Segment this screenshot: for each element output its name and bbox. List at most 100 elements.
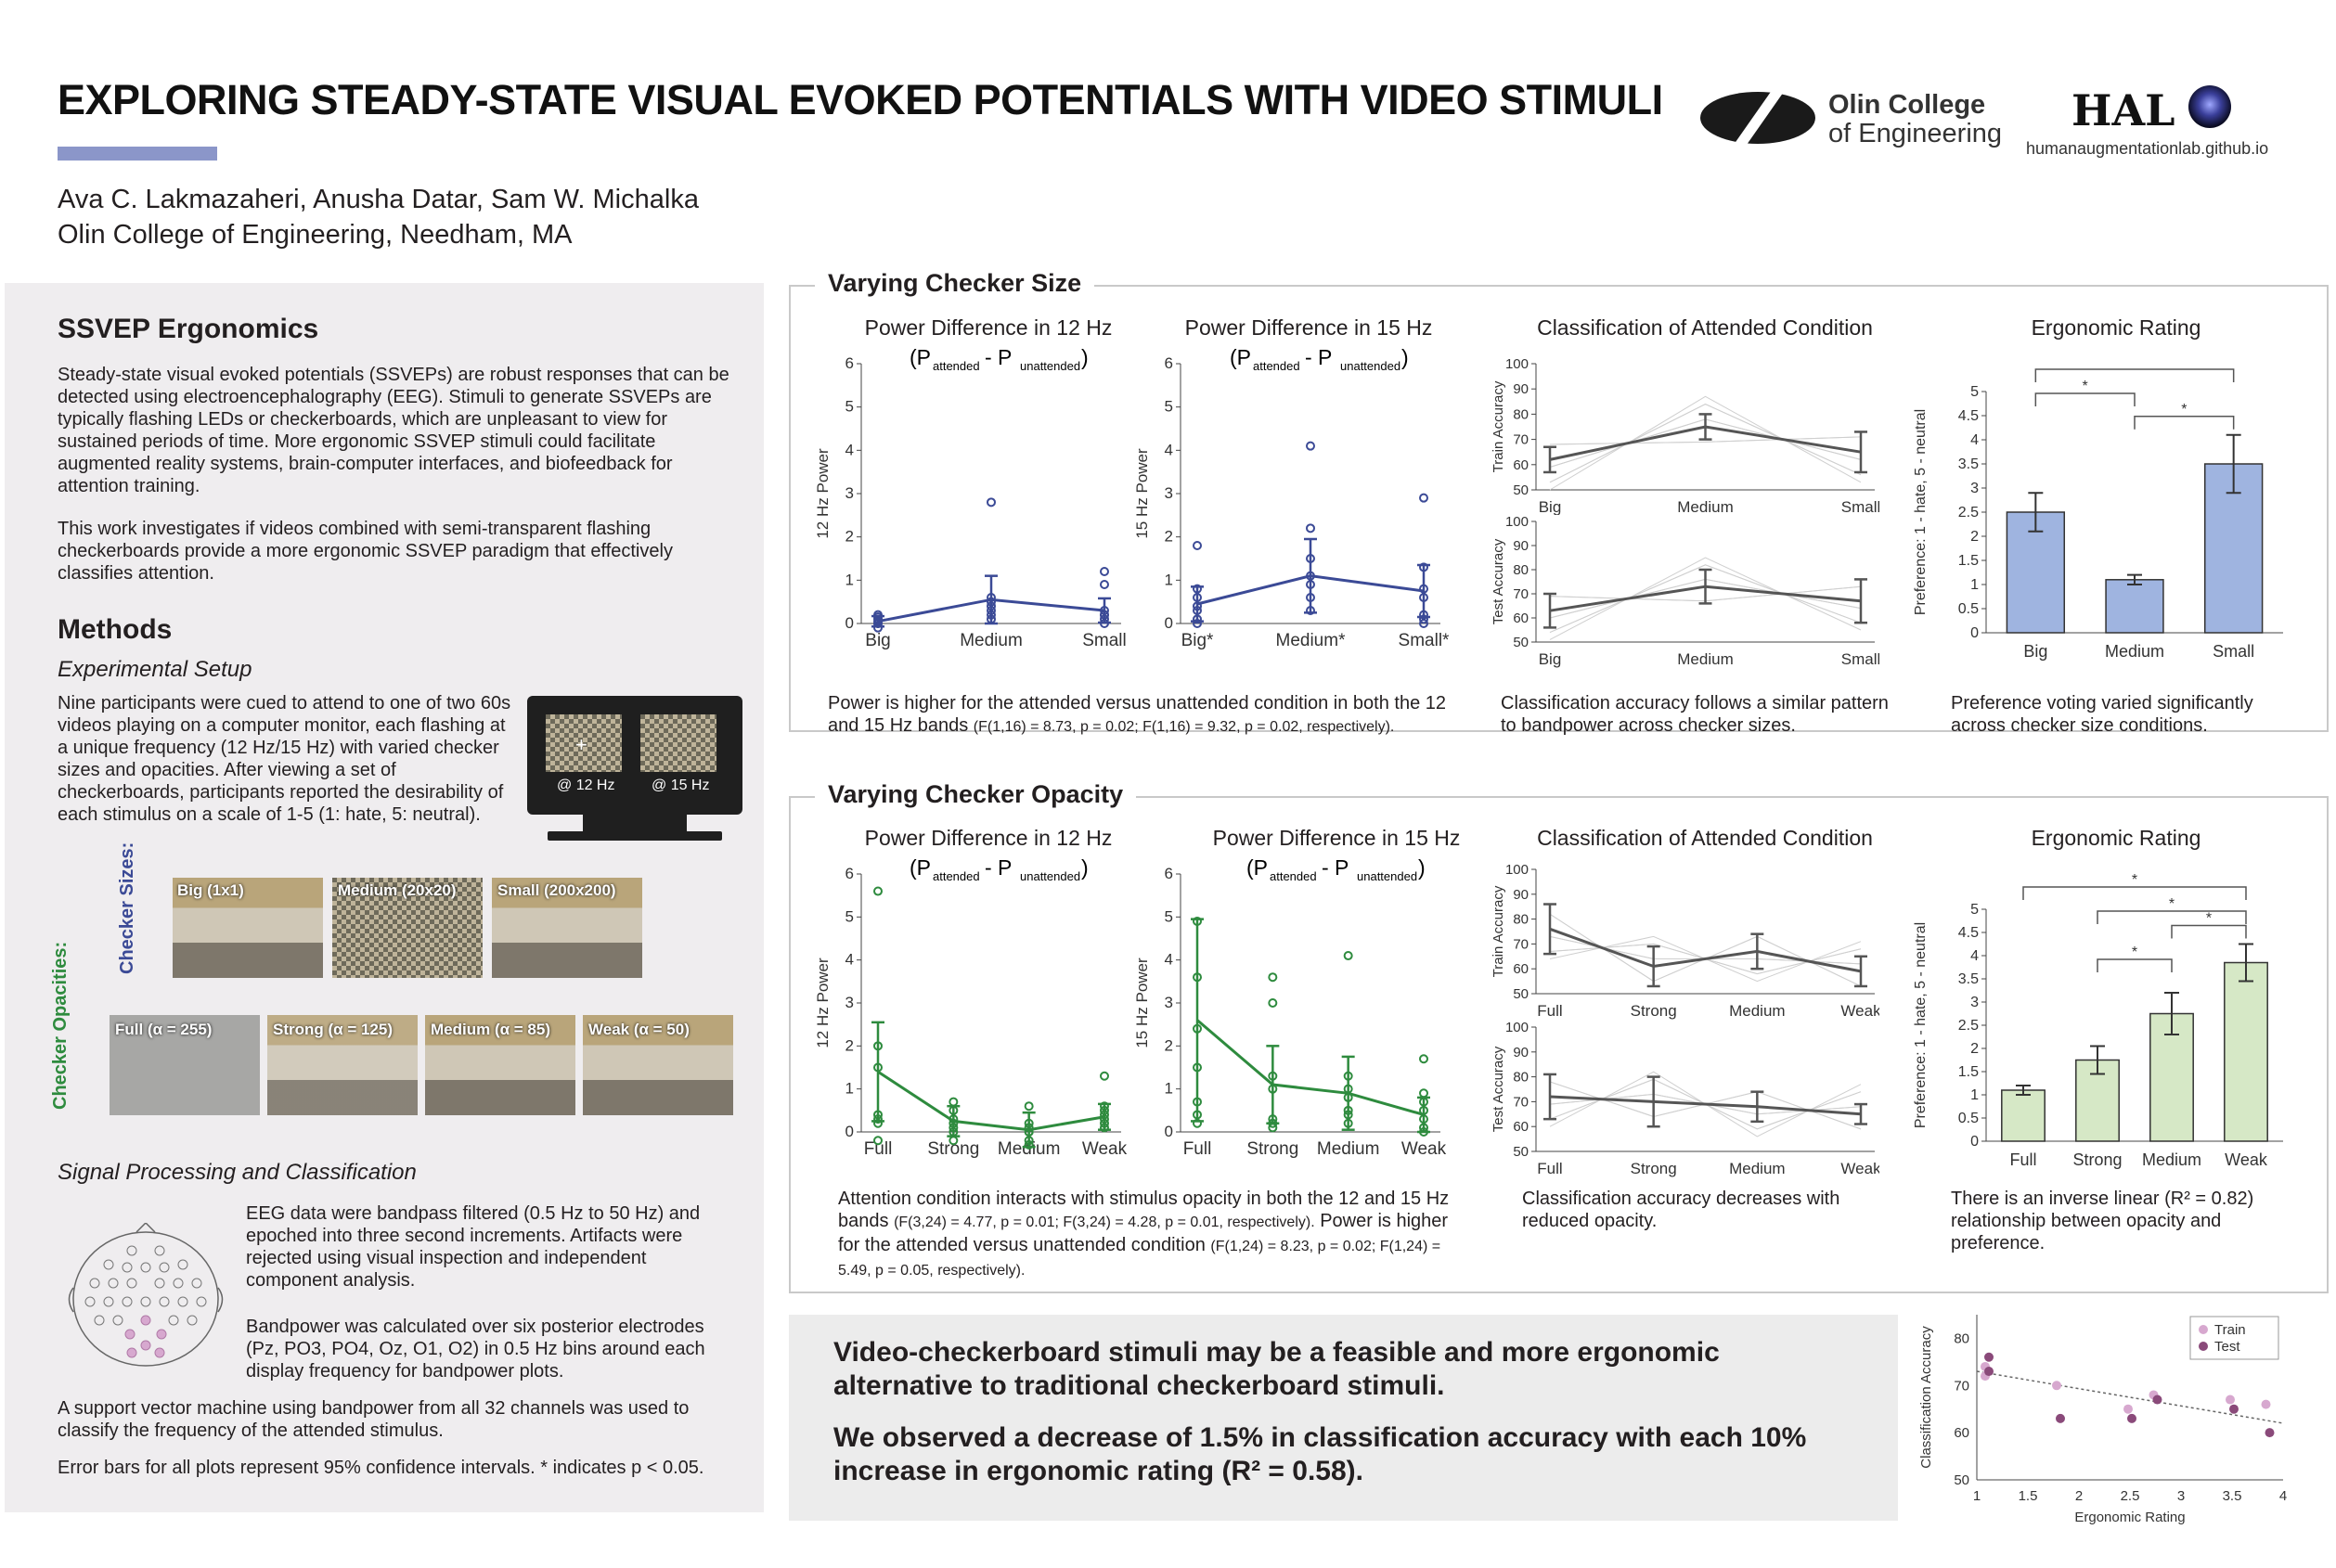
y-axis-label: Test Accuracy <box>1491 1046 1506 1132</box>
checker-size-big-image <box>173 878 323 978</box>
hal-url: humanaugmentationlab.github.io <box>2026 139 2269 158</box>
y-axis-label: Test Accuracy <box>1491 538 1506 624</box>
significance-bracket <box>2034 392 2136 406</box>
y-axis-label: 12 Hz Power <box>815 448 832 539</box>
affiliation: Olin College of Engineering, Needham, MA <box>58 220 573 250</box>
data-point <box>1306 441 1315 451</box>
participant-line <box>1549 557 1862 640</box>
setup-heading: Experimental Setup <box>58 657 252 682</box>
size-caption3: Preference voting varied significantly a… <box>1951 693 2253 736</box>
y-tick-label: 80 <box>1954 1330 1969 1346</box>
y-tick-label: 1 <box>1970 1087 1979 1103</box>
svg-text:attended: attended <box>1270 869 1317 883</box>
y-tick-label: 0 <box>1970 625 1979 641</box>
y-tick-label: 90 <box>1513 1045 1529 1060</box>
significance-star: * <box>2181 402 2187 418</box>
svg-text:unattended: unattended <box>1357 869 1417 883</box>
y-tick-label: 5 <box>845 398 854 416</box>
y-tick-label: 1 <box>1970 577 1979 593</box>
svg-text:(P: (P <box>1246 855 1268 880</box>
x-tick-label: Big* <box>1181 631 1214 650</box>
data-point <box>1419 1054 1428 1064</box>
op-rating-chart: 0 0.5 1 1.5 2 2.5 3 3.5 4 4.5 5 Preference: 1 - hat… <box>1913 872 2283 1169</box>
y-tick-label: 2 <box>845 528 854 546</box>
op-caption1-stats-b: (F(1,24) = 8.23, p = 0.02; F(1,24) = 5.4… <box>838 1239 1441 1279</box>
y-tick-label: 4 <box>1970 432 1979 448</box>
y-tick-label: 0 <box>845 1123 854 1140</box>
opacity-weak-image <box>583 1015 733 1115</box>
ergonomics-heading: SSVEP Ergonomics <box>58 314 319 344</box>
op-plot3-title: Classification of Attended Condition <box>1537 826 1873 850</box>
y-tick-label: 60 <box>1513 457 1529 473</box>
svg-text:(P: (P <box>910 855 931 880</box>
setup-text: Nine participants were cued to attend to… <box>58 693 511 825</box>
op-plot2-subtitle: (P attended - P unattended) <box>1246 855 1426 883</box>
x-tick-label: Small* <box>1399 631 1450 650</box>
y-tick-label: 60 <box>1954 1425 1969 1441</box>
y-tick-label: 2 <box>1165 528 1173 546</box>
data-point <box>1343 951 1353 961</box>
size-plot1-subtitle: (P attended - P unattended) <box>910 345 1089 373</box>
significance-bracket <box>2022 886 2247 900</box>
size-plot4-title: Ergonomic Rating <box>2031 315 2201 340</box>
y-tick-label: 50 <box>1954 1472 1969 1488</box>
x-tick-label: Weak <box>2225 1150 2268 1169</box>
y-tick-label: 1 <box>845 571 854 588</box>
y-tick-label: 2 <box>1165 1036 1173 1054</box>
y-axis-label: Preference: 1 - hate, 5 - neutral <box>1913 922 1929 1128</box>
y-tick-label: 90 <box>1513 887 1529 903</box>
olin-line1: Olin College <box>1828 90 1986 120</box>
x-tick-label: Big <box>865 631 890 650</box>
x-tick-label: Full <box>864 1139 893 1159</box>
svg-text:(P: (P <box>1230 345 1251 369</box>
y-tick-label: 70 <box>1513 432 1529 448</box>
data-point <box>2226 1394 2235 1405</box>
x-tick-label: Medium <box>2105 642 2164 661</box>
y-tick-label: 3 <box>1165 484 1173 502</box>
participant-line <box>1549 913 1862 987</box>
y-tick-label: 50 <box>1513 1144 1529 1160</box>
y-tick-label: 90 <box>1513 538 1529 554</box>
x-tick-label: 1 <box>1973 1488 1981 1504</box>
checker-size-small-image <box>492 878 642 978</box>
y-tick-label: 80 <box>1513 1070 1529 1086</box>
participant-line <box>1549 403 1862 483</box>
y-tick-label: 90 <box>1513 381 1529 397</box>
participant-line <box>1549 436 1862 445</box>
x-tick-label: Weak <box>1401 1139 1447 1159</box>
y-tick-label: 60 <box>1513 1119 1529 1135</box>
svg-text:): ) <box>1081 345 1089 369</box>
mean-line <box>1549 927 1862 973</box>
y-tick-label: 100 <box>1505 356 1529 372</box>
y-tick-label: 50 <box>1513 986 1529 1002</box>
x-tick-label: Strong <box>1631 1160 1677 1177</box>
y-axis-label: 15 Hz Power <box>1134 448 1151 539</box>
fixation-cross-icon: + <box>575 733 587 756</box>
data-point <box>2152 1394 2162 1405</box>
y-axis-label: Classification Accuracy <box>1918 1326 1934 1469</box>
data-point <box>1100 580 1109 589</box>
monitor-label-12hz: @ 12 Hz <box>557 778 615 793</box>
data-point <box>987 497 996 508</box>
data-point <box>1984 1367 1994 1377</box>
checker-size-label-small: Small (200x200) <box>497 881 616 899</box>
size-caption1: Power is higher for the attended versus … <box>828 692 1478 739</box>
data-point <box>1419 1088 1428 1099</box>
y-tick-label: 2.5 <box>1958 505 1979 521</box>
data-point <box>873 1136 883 1146</box>
opacity-section-title: Varying Checker Opacity <box>815 780 1137 809</box>
y-tick-label: 1 <box>1165 571 1173 588</box>
signal-p1: EEG data were bandpass filtered (0.5 Hz … <box>246 1203 701 1291</box>
x-tick-label: Weak <box>1840 1160 1879 1177</box>
svg-text:): ) <box>1401 345 1409 369</box>
op-plot4-title: Ergonomic Rating <box>2031 826 2201 850</box>
data-point <box>2052 1381 2061 1391</box>
svg-text:- P: - P <box>985 345 1012 369</box>
y-tick-label: 70 <box>1513 1094 1529 1110</box>
y-tick-label: 80 <box>1513 912 1529 928</box>
x-tick-label: Big <box>1539 498 1562 515</box>
data-point <box>1306 523 1315 533</box>
data-point <box>1984 1352 1994 1362</box>
olin-line2: of Engineering <box>1828 119 2003 148</box>
